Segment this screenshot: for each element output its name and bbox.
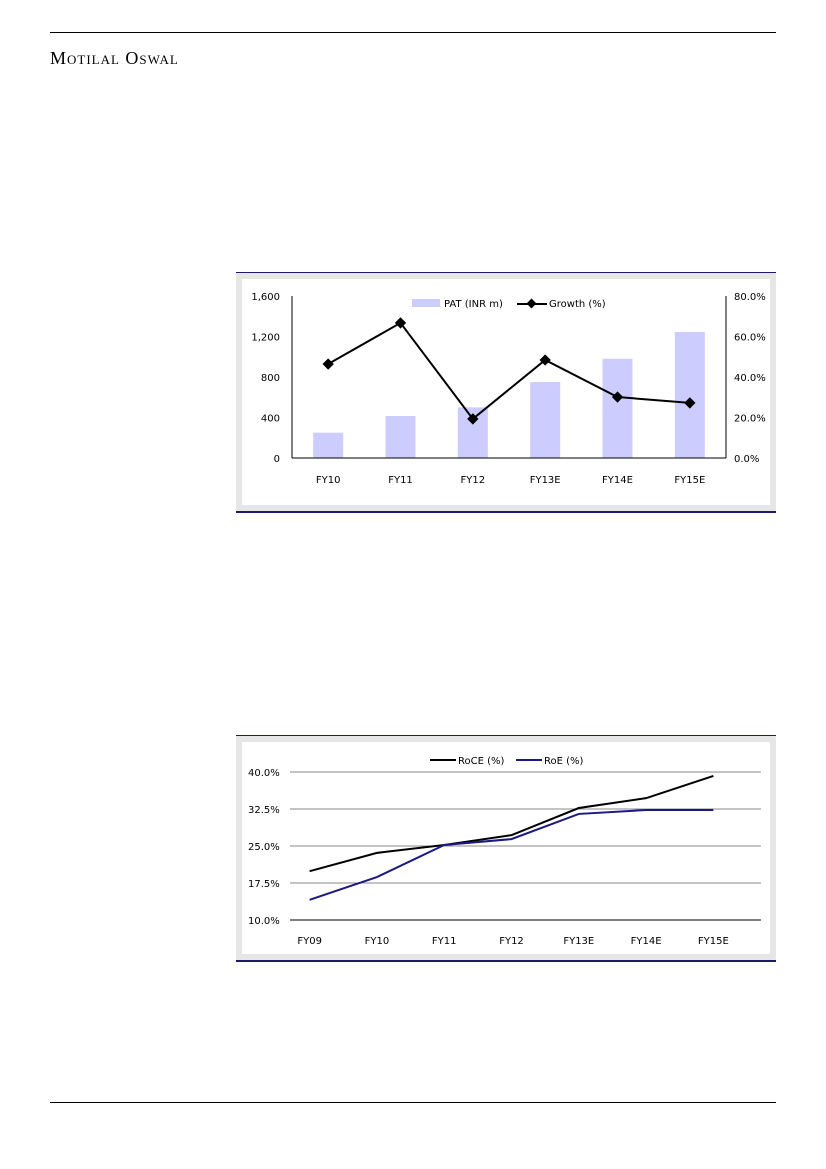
x-tick-label: FY13E [563, 936, 594, 947]
legend-label-roe: RoE (%) [544, 756, 584, 767]
bar-pat [313, 432, 344, 458]
y-right-tick-label: 0.0% [734, 454, 759, 465]
y-tick-label: 1,600 [251, 292, 280, 303]
legend-label-roce: RoCE (%) [458, 756, 505, 767]
y-tick-label: 1,200 [251, 333, 280, 344]
x-tick-label: FY12 [461, 475, 486, 486]
brand-logo: Motilal Oswal [50, 48, 179, 68]
pat-growth-chart-frame: 0 400 800 1,200 1,600 0.0% 20.0% 40.0% 60.0% 80.0… [236, 272, 776, 513]
growth-marker [684, 397, 696, 409]
y-right-tick-label: 80.0% [734, 292, 766, 303]
x-tick-label: FY11 [432, 936, 457, 947]
y-tick-label: 400 [261, 414, 280, 425]
legend-marker-growth [526, 298, 537, 309]
bar-pat [602, 358, 633, 458]
x-tick-label: FY14E [602, 475, 633, 486]
y-right-tick-label: 40.0% [734, 373, 766, 384]
growth-line [327, 321, 690, 421]
legend-label-growth: Growth (%) [549, 299, 606, 310]
roce-line [309, 774, 714, 873]
y-tick-label: 800 [261, 373, 280, 384]
y-tick-label: 40.0% [248, 768, 280, 779]
y-right-tick-label: 60.0% [734, 333, 766, 344]
pat-growth-chart: 0 400 800 1,200 1,600 0.0% 20.0% 40.0% 60.0% 80.0… [242, 279, 770, 505]
bar-pat [530, 382, 561, 458]
footer-rule [50, 1102, 776, 1103]
x-tick-label: FY09 [297, 936, 322, 947]
y-tick-label: 17.5% [248, 879, 280, 890]
growth-marker [611, 391, 624, 403]
growth-marker [322, 358, 334, 370]
y-tick-label: 0 [274, 454, 280, 465]
x-tick-label: FY11 [388, 475, 413, 486]
roce-roe-chart-frame: 10.0% 17.5% 25.0% 32.5% 40.0% FY09 FY10 FY11 FY1… [236, 735, 776, 962]
x-tick-label: FY15E [674, 475, 705, 486]
y-tick-label: 10.0% [248, 916, 280, 927]
x-tick-label: FY10 [316, 475, 341, 486]
bar-pat [674, 331, 705, 458]
x-tick-label: FY15E [698, 936, 729, 947]
x-tick-label: FY14E [631, 936, 662, 947]
x-tick-label: FY10 [365, 936, 390, 947]
growth-marker [467, 413, 479, 425]
roe-line [309, 808, 714, 901]
bar-pat [385, 415, 416, 458]
growth-marker [539, 354, 551, 366]
header-rule [50, 32, 776, 33]
x-tick-label: FY12 [499, 936, 524, 947]
legend-swatch-pat [412, 299, 440, 307]
x-tick-label: FY13E [530, 475, 561, 486]
y-tick-label: 32.5% [248, 805, 280, 816]
roce-roe-chart: 10.0% 17.5% 25.0% 32.5% 40.0% FY09 FY10 FY11 FY1… [242, 742, 770, 954]
legend-label-pat: PAT (INR m) [444, 299, 503, 310]
y-tick-label: 25.0% [248, 842, 280, 853]
y-right-tick-label: 20.0% [734, 414, 766, 425]
